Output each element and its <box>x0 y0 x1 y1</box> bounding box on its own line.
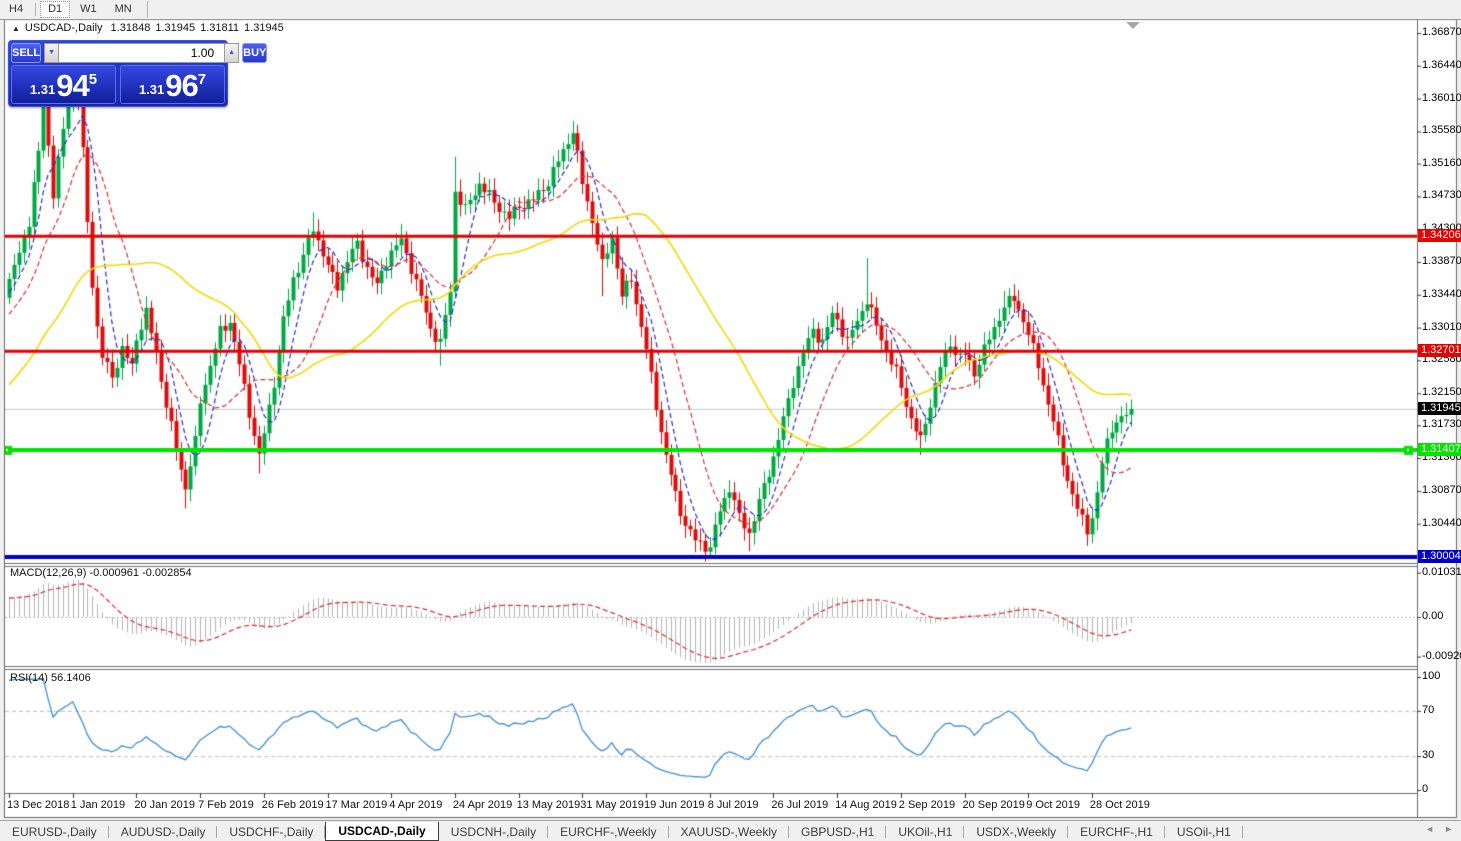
sell-button[interactable]: SELL <box>11 43 42 63</box>
chart-tab-audusd-daily[interactable]: AUDUSD-,Daily <box>109 822 218 841</box>
chart-tab-eurusd-daily[interactable]: EURUSD-,Daily <box>0 822 109 841</box>
bid-prefix: 1.31 <box>29 82 56 97</box>
price-tick-label: 1.31730 <box>1422 418 1461 431</box>
volume-input[interactable] <box>59 43 225 63</box>
price-tick-label: 1.35160 <box>1422 156 1461 169</box>
symbol-title: USDCAD-,Daily <box>24 22 103 34</box>
symbol-info-line: ▲ USDCAD-,Daily 1.31848 1.31945 1.31811 1.319… <box>12 22 289 34</box>
date-tick-label: 19 Jun 2019 <box>644 799 705 811</box>
date-tick-label: 7 Feb 2019 <box>198 799 254 811</box>
bid-quote[interactable]: 1.31 94 5 <box>11 65 116 104</box>
chart-shift-marker[interactable] <box>1126 22 1140 29</box>
ohlc-low: 1.31811 <box>200 22 240 34</box>
date-tick-label: 17 Mar 2019 <box>325 799 388 811</box>
volume-increment-button[interactable]: ▲ <box>224 43 240 63</box>
timeframe-toolbar: H4 D1 W1 MN <box>0 0 1461 20</box>
ohlc-open: 1.31848 <box>110 22 151 34</box>
date-tick-label: 13 May 2019 <box>516 799 581 811</box>
ask-prefix: 1.31 <box>138 82 165 97</box>
price-tick-label: 1.32150 <box>1422 386 1461 399</box>
ask-pipette: 7 <box>197 71 207 88</box>
macd-axis-label: 0.00 <box>1422 610 1444 622</box>
level-price-label: 1.30004 <box>1418 550 1461 563</box>
macd-axis-label: 0.010311 <box>1422 565 1461 578</box>
toolbar-separator <box>35 3 37 16</box>
price-tick-label: 1.35580 <box>1422 124 1461 137</box>
level-price-label: 1.31407 <box>1418 442 1461 456</box>
date-tick-label: 14 Aug 2019 <box>835 799 897 811</box>
price-tick-label: 1.33440 <box>1422 287 1461 300</box>
date-tick-label: 26 Feb 2019 <box>261 799 324 811</box>
chart-tab-usdchf-daily[interactable]: USDCHF-,Daily <box>217 822 326 841</box>
price-tick-label: 1.30870 <box>1422 483 1461 496</box>
ask-quote[interactable]: 1.31 96 7 <box>120 65 225 104</box>
date-tick-label: 8 Jul 2019 <box>707 799 759 811</box>
volume-stepper: ▼ ▲ <box>44 43 240 63</box>
macd-axis-label: -0.009203 <box>1422 649 1461 662</box>
price-tick-label: 1.36870 <box>1422 26 1461 38</box>
level-price-label: 1.34206 <box>1418 229 1461 243</box>
chart-tab-eurchf-weekly[interactable]: EURCHF-,Weekly <box>548 822 669 841</box>
chart-tab-usdcad-daily[interactable]: USDCAD-,Daily <box>325 822 439 841</box>
date-tick-label: 4 Apr 2019 <box>389 799 443 811</box>
ohlc-close: 1.31945 <box>244 22 284 34</box>
date-tick-label: 13 Dec 2018 <box>7 799 70 811</box>
bid-big-digits: 94 <box>56 68 89 103</box>
rsi-axis-label: 70 <box>1422 703 1435 716</box>
price-tick-label: 1.36010 <box>1422 91 1461 104</box>
timeframe-button-w1[interactable]: W1 <box>80 3 97 15</box>
date-tick-label: 24 Apr 2019 <box>452 799 513 811</box>
date-tick-label: 1 Jan 2019 <box>70 799 126 811</box>
tab-scroll-right-icon[interactable]: ► <box>1444 824 1453 834</box>
date-tick-label: 2 Sep 2019 <box>898 799 956 811</box>
chart-tab-usdcnh-daily[interactable]: USDCNH-,Daily <box>439 822 549 841</box>
rsi-axis-label: 100 <box>1422 670 1441 682</box>
chart-tab-bar: EURUSD-,Daily AUDUSD-,Daily USDCHF-,Daily U… <box>0 820 1461 841</box>
date-tick-label: 31 May 2019 <box>580 799 644 811</box>
timeframe-button-d1[interactable]: D1 <box>40 1 71 18</box>
bid-pipette: 5 <box>88 71 98 88</box>
buy-button[interactable]: BUY <box>242 43 268 63</box>
toolbar-separator <box>146 1 148 18</box>
ohlc-high: 1.31945 <box>155 22 196 34</box>
volume-decrement-button[interactable]: ▼ <box>44 43 60 63</box>
date-tick-label: 9 Oct 2019 <box>1026 799 1081 811</box>
chart-tab-ukoil-h1[interactable]: UKOil-,H1 <box>886 822 965 841</box>
date-tick-label: 26 Jul 2019 <box>771 799 829 811</box>
current-price-label: 1.31945 <box>1418 401 1461 415</box>
timeframe-button-mn[interactable]: MN <box>114 3 132 15</box>
price-tick-label: 1.34730 <box>1422 189 1461 202</box>
date-tick-label: 28 Oct 2019 <box>1089 799 1150 811</box>
date-tick-label: 20 Sep 2019 <box>962 799 1025 811</box>
rsi-axis-label: 30 <box>1422 749 1435 762</box>
price-tick-label: 1.30440 <box>1422 516 1461 529</box>
price-tick-label: 1.33870 <box>1422 254 1461 267</box>
timeframe-button-h4[interactable]: H4 <box>9 3 24 15</box>
macd-indicator-label: MACD(12,26,9) -0.000961 -0.002854 <box>10 567 192 579</box>
chart-tab-eurchf-h1[interactable]: EURCHF-,H1 <box>1068 822 1165 841</box>
collapse-panel-icon[interactable]: ▲ <box>12 24 20 33</box>
price-tick-label: 1.36440 <box>1422 58 1461 71</box>
tab-scroll-arrows: ◄ ► <box>1425 824 1453 834</box>
level-price-label: 1.32701 <box>1418 344 1461 358</box>
chart-tab-usoil-h1[interactable]: USOil-,H1 <box>1165 822 1243 841</box>
price-tick-label: 1.33010 <box>1422 320 1461 333</box>
tab-scroll-left-icon[interactable]: ◄ <box>1425 824 1435 834</box>
chart-tab-gbpusd-h1[interactable]: GBPUSD-,H1 <box>789 822 887 841</box>
date-tick-label: 20 Jan 2019 <box>134 799 195 811</box>
rsi-axis-label: 0 <box>1422 783 1429 795</box>
rsi-indicator-label: RSI(14) 56.1406 <box>10 672 91 684</box>
ask-big-digits: 96 <box>165 68 198 103</box>
chart-tab-usdx-weekly[interactable]: USDX-,Weekly <box>964 822 1068 841</box>
chart-tab-xauusd-weekly[interactable]: XAUUSD-,Weekly <box>669 822 790 841</box>
